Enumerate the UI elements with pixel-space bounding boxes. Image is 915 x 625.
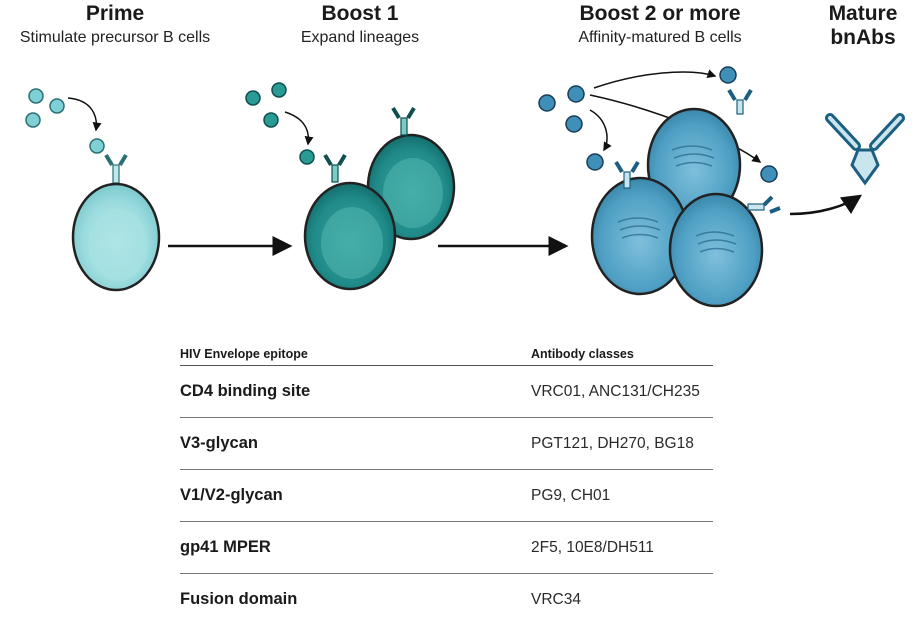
boost1-b-cells bbox=[299, 106, 456, 291]
epitope-cell: gp41 MPER bbox=[180, 538, 271, 556]
classes-cell: VRC01, ANC131/CH235 bbox=[531, 382, 700, 400]
table-row: V3-glycan PGT121, DH270, BG18 bbox=[180, 418, 713, 470]
vaccine-strategy-diagram bbox=[25, 66, 905, 308]
header-classes: Antibody classes bbox=[531, 347, 634, 361]
header-epitope: HIV Envelope epitope bbox=[180, 347, 308, 361]
epitope-cell: CD4 binding site bbox=[180, 382, 311, 400]
prime-antigen bbox=[25, 88, 65, 128]
boost2-b-cells bbox=[590, 107, 764, 308]
boost1-binding-arrow bbox=[284, 111, 314, 146]
epitope-cell: V1/V2-glycan bbox=[180, 486, 283, 504]
table-row: gp41 MPER 2F5, 10E8/DH511 bbox=[180, 522, 713, 574]
table-row: V1/V2-glycan PG9, CH01 bbox=[180, 470, 713, 522]
classes-cell: PG9, CH01 bbox=[531, 486, 611, 504]
epitope-cell: Fusion domain bbox=[180, 590, 298, 608]
epitope-cell: V3-glycan bbox=[180, 434, 258, 452]
stage-title-prime: Prime bbox=[85, 2, 145, 25]
boost2-antibodies bbox=[586, 66, 781, 214]
prime-b-cell bbox=[71, 138, 161, 292]
stage-subtitle-boost1: Expand lineages bbox=[300, 29, 420, 46]
mature-bnab-icon bbox=[825, 113, 905, 186]
stage-title-mature: Mature bnAbs bbox=[828, 2, 898, 49]
stage-subtitle-boost2: Affinity-matured B cells bbox=[578, 29, 742, 46]
boost1-antigen bbox=[245, 82, 287, 128]
classes-cell: VRC34 bbox=[531, 590, 581, 608]
classes-cell: 2F5, 10E8/DH511 bbox=[531, 538, 654, 556]
prime-binding-arrow bbox=[67, 97, 102, 132]
arrow-boost2-to-mature bbox=[789, 194, 863, 216]
stage-title-boost1: Boost 1 bbox=[321, 2, 399, 25]
stage-subtitle-prime: Stimulate precursor B cells bbox=[19, 29, 211, 46]
epitope-table: HIV Envelope epitope Antibody classes CD… bbox=[180, 343, 713, 625]
boost2-antigen bbox=[538, 85, 585, 133]
table-row: CD4 binding site VRC01, ANC131/CH235 bbox=[180, 366, 713, 418]
table-row: Fusion domain VRC34 bbox=[180, 574, 713, 625]
classes-cell: PGT121, DH270, BG18 bbox=[531, 434, 694, 452]
table-header: HIV Envelope epitope Antibody classes bbox=[180, 343, 713, 366]
stage-title-boost2: Boost 2 or more bbox=[579, 2, 741, 25]
